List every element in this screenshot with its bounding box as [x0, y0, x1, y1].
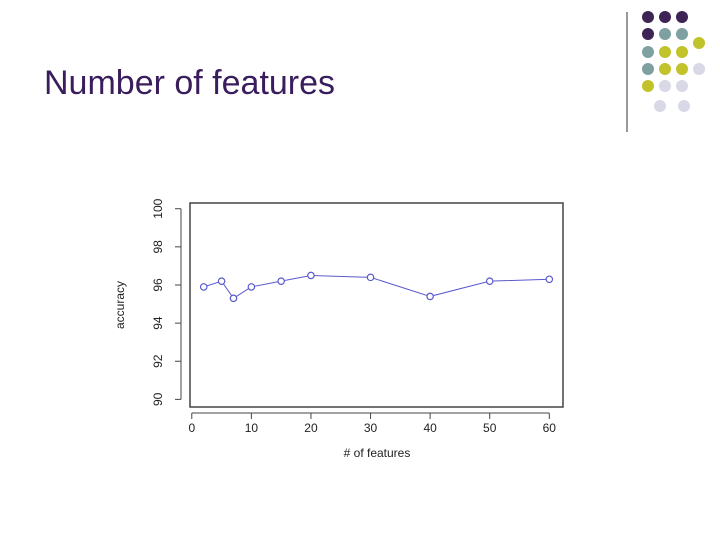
y-tick-label: 94	[151, 316, 165, 330]
x-tick-label: 50	[483, 421, 497, 435]
data-point	[277, 277, 285, 285]
data-point	[366, 273, 375, 282]
x-tick-label: 30	[364, 421, 378, 435]
data-point	[247, 283, 256, 291]
plot-frame	[189, 202, 564, 408]
y-tick-label: 90	[151, 392, 165, 406]
data-point	[545, 275, 554, 284]
y-tick-label: 92	[151, 354, 165, 368]
slide-title: Number of features	[44, 64, 336, 102]
y-tick-label: 96	[151, 278, 165, 292]
x-tick-label: 10	[245, 421, 259, 435]
data-point	[485, 277, 494, 285]
x-tick-label: 20	[304, 421, 318, 435]
decoration	[626, 11, 705, 132]
data-point	[229, 294, 238, 303]
y-axis-label: accuracy	[113, 281, 127, 329]
x-tick-label: 40	[423, 421, 437, 435]
data-line	[203, 274, 550, 300]
x-tick-label: 0	[188, 421, 195, 435]
data-point	[426, 292, 434, 301]
x-axis-label: # of features	[344, 446, 411, 460]
data-point	[217, 277, 226, 285]
x-tick-label: 60	[543, 421, 557, 435]
y-tick-label: 98	[151, 240, 165, 254]
y-tick-label: 100	[151, 198, 165, 218]
data-point	[199, 283, 208, 291]
data-point	[307, 271, 315, 280]
